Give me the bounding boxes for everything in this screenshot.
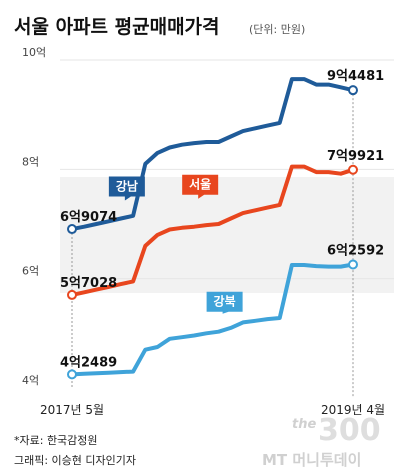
source-text: *자료: 한국감정원 <box>14 434 98 447</box>
series-line <box>71 262 354 377</box>
series-name-label: 서울 <box>189 177 211 192</box>
y-tick-label: 4억 <box>22 374 39 387</box>
series-endpoint-marker <box>348 259 358 270</box>
unit-label: (단위: 만원) <box>249 23 305 36</box>
series-endpoint-marker <box>348 85 358 96</box>
series-name-label: 강남 <box>116 179 138 194</box>
y-tick-label: 10억 <box>22 46 46 59</box>
series-lines <box>67 77 358 380</box>
series-callout <box>182 174 219 199</box>
start-value-label: 6억9074 <box>60 210 117 225</box>
series-endpoint-marker <box>67 224 77 235</box>
series-endpoint-marker <box>67 369 77 380</box>
x-tick-label: 2017년 5월 <box>40 403 104 417</box>
series-line <box>71 164 354 297</box>
start-value-label: 5억7028 <box>60 276 117 291</box>
chart-title: 서울 아파트 평균매매가격 <box>14 16 220 38</box>
drop-lines <box>71 90 354 398</box>
end-value-label: 7억9921 <box>327 149 384 164</box>
end-value-label: 6억2592 <box>327 243 384 258</box>
y-axis-ticks: 4억 6억 8억 10억 <box>22 46 394 387</box>
y-tick-label: 8억 <box>22 155 39 168</box>
watermark-the: the <box>292 417 316 432</box>
y-tick-label: 6억 <box>22 265 39 278</box>
x-tick-label: 2019년 4월 <box>321 403 385 417</box>
x-axis-ticks: 2017년 5월 2019년 4월 <box>40 403 385 417</box>
series-name-label: 강북 <box>214 295 236 309</box>
watermark-brand: MT 머니투데이 <box>262 451 361 469</box>
series-endpoint-marker <box>348 164 358 175</box>
watermark-number: 300 <box>318 413 381 448</box>
start-value-label: 4억2489 <box>60 355 117 370</box>
series-callout <box>108 176 145 201</box>
series-callout <box>206 291 243 314</box>
end-value-label: 9억4481 <box>327 69 384 84</box>
credit-text: 그래픽: 이승현 디자인기자 <box>14 454 136 467</box>
value-labels: 6억9074 9억4481 5억7028 7억9921 4억2489 6억2592 <box>60 69 384 370</box>
series-endpoint-marker <box>67 289 77 300</box>
series-line <box>71 77 354 232</box>
